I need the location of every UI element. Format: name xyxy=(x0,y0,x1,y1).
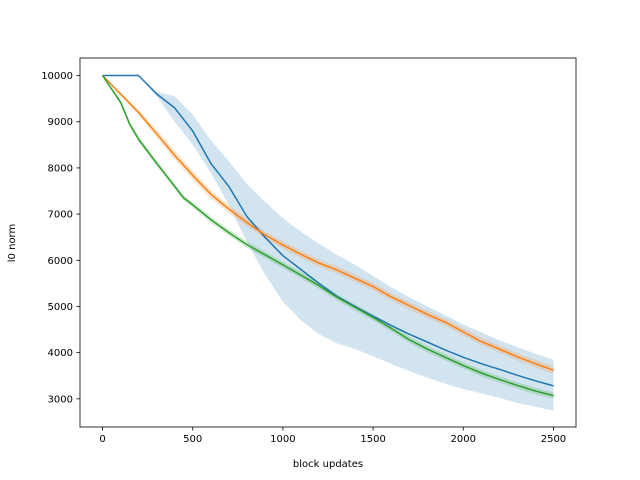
confidence-bands xyxy=(102,75,554,411)
series-lines xyxy=(101,74,554,397)
y-tick-label: 8000 xyxy=(48,163,73,174)
x-tick-label: 1500 xyxy=(360,434,385,445)
x-tick-label: 0 xyxy=(99,434,105,445)
x-tick-label: 500 xyxy=(183,434,202,445)
x-tick-label: 1000 xyxy=(270,434,295,445)
y-axis-label: l0 norm xyxy=(7,224,18,262)
y-tick-label: 3000 xyxy=(48,394,73,405)
y-axis-ticks: 3000 4000 5000 6000 7000 8000 9000 10000 xyxy=(41,71,80,405)
y-tick-label: 4000 xyxy=(48,348,73,359)
series-line-3 xyxy=(101,75,554,397)
y-tick-label: 9000 xyxy=(48,117,73,128)
x-tick-label: 2500 xyxy=(541,434,566,445)
confidence-band-1 xyxy=(102,75,554,411)
y-tick-label: 10000 xyxy=(41,71,73,82)
y-tick-label: 7000 xyxy=(48,210,73,221)
y-tick-label: 6000 xyxy=(48,256,73,267)
plot-frame xyxy=(79,57,577,428)
x-axis-label: block updates xyxy=(293,459,363,470)
series-line-1 xyxy=(102,74,554,387)
x-tick-label: 2000 xyxy=(451,434,476,445)
series-line-2 xyxy=(101,74,554,371)
y-tick-label: 5000 xyxy=(48,302,73,313)
x-axis-ticks: 0 500 1000 1500 2000 2500 xyxy=(99,427,566,445)
